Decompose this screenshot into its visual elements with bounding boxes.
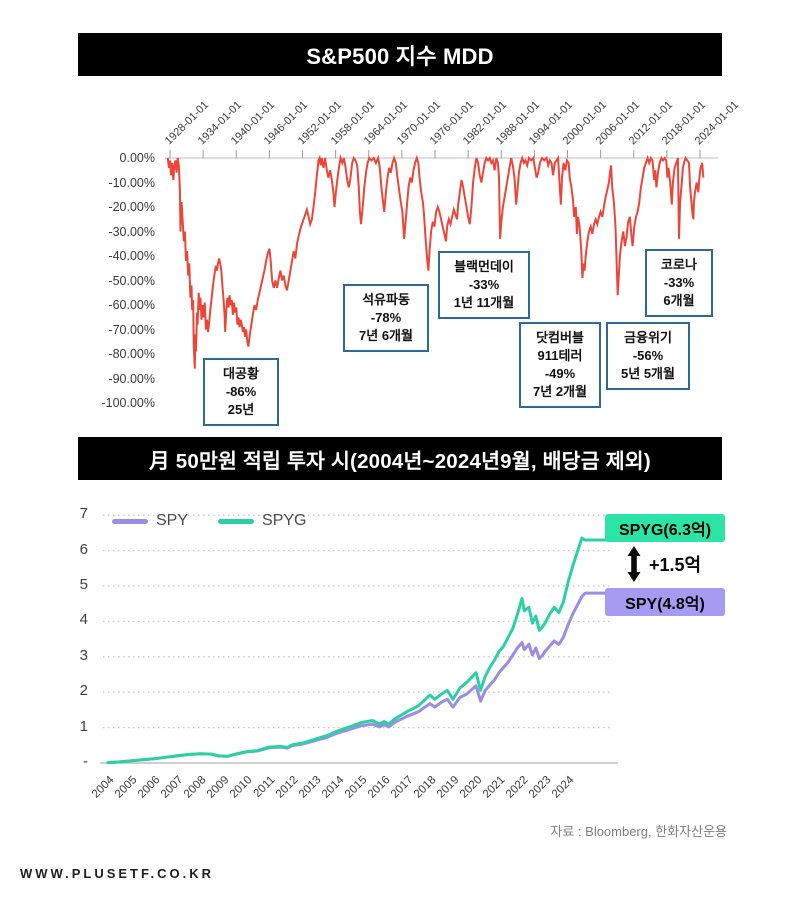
difference-label: +1.5억 bbox=[649, 555, 702, 575]
mdd-y-tick-label: -60.00% bbox=[108, 298, 155, 312]
annotation-dotcom-911: 닷컴버블 911테러 -49% 7년 2개월 bbox=[519, 322, 601, 408]
invest-line-chart bbox=[100, 514, 618, 765]
invest-title-bar: 月 50만원 적립 투자 시(2004년~2024년9월, 배당금 제외) bbox=[78, 437, 722, 480]
mdd-y-tick-label: -100.00% bbox=[101, 396, 155, 410]
mdd-title-bar: S&P500 지수 MDD bbox=[78, 33, 722, 76]
spy-line-swatch bbox=[112, 518, 148, 524]
invest-y-tick-label: 7 bbox=[79, 505, 88, 523]
mdd-line-chart bbox=[165, 150, 718, 369]
invest-y-tick-label: 1 bbox=[79, 717, 88, 735]
mdd-y-tick-label: -50.00% bbox=[108, 273, 155, 288]
annotation-financial-crisis: 금융위기 -56% 5년 5개월 bbox=[606, 322, 690, 390]
mdd-y-tick-label: -10.00% bbox=[108, 175, 155, 190]
spyg-line-swatch bbox=[218, 518, 255, 524]
up-down-arrow-icon bbox=[627, 546, 641, 582]
mdd-y-tick-label: -80.00% bbox=[108, 347, 155, 361]
legend-item-spy: SPY bbox=[112, 512, 188, 530]
annotation-corona: 코로나 -33% 6개월 bbox=[645, 249, 713, 317]
invest-y-tick-label: 3 bbox=[79, 646, 88, 664]
difference-annotation: +1.5억 bbox=[626, 545, 701, 583]
invest-y-tick-label: 6 bbox=[79, 540, 88, 558]
annotation-great-depression: 대공황 -86% 25년 bbox=[203, 358, 279, 426]
invest-y-tick-label: 4 bbox=[79, 611, 88, 629]
spy-value-badge: SPY(4.8억) bbox=[605, 588, 725, 616]
invest-y-tick-label: - bbox=[83, 753, 88, 770]
annotation-oil-shock: 석유파동 -78% 7년 6개월 bbox=[343, 284, 429, 352]
invest-chart-title: 月 50만원 적립 투자 시(2004년~2024년9월, 배당금 제외) bbox=[149, 449, 651, 473]
mdd-y-tick-label: -30.00% bbox=[108, 224, 155, 239]
annotation-black-monday: 블랙먼데이 -33% 1년 11개월 bbox=[438, 251, 530, 319]
invest-y-tick-label: 5 bbox=[79, 576, 88, 593]
mdd-y-tick-label: 0.00% bbox=[119, 151, 155, 165]
spyg-value-badge: SPYG(6.3억) bbox=[605, 514, 725, 542]
invest-y-tick-label: 2 bbox=[79, 682, 88, 700]
legend: SPY SPYG bbox=[112, 512, 306, 530]
legend-item-spyg: SPYG bbox=[218, 512, 306, 530]
mdd-y-tick-label: -20.00% bbox=[108, 200, 155, 214]
spyg-legend-label: SPYG bbox=[262, 512, 307, 529]
spy-legend-label: SPY bbox=[156, 512, 189, 529]
mdd-y-tick-label: -40.00% bbox=[108, 249, 155, 263]
website-url: WWW.PLUSETF.CO.KR bbox=[20, 866, 214, 881]
mdd-y-tick-label: -70.00% bbox=[108, 322, 155, 337]
data-source-note: 자료 : Bloomberg, 한화자산운용 bbox=[550, 824, 727, 839]
mdd-y-tick-label: -90.00% bbox=[108, 371, 155, 386]
mdd-chart-title: S&P500 지수 MDD bbox=[306, 43, 494, 69]
